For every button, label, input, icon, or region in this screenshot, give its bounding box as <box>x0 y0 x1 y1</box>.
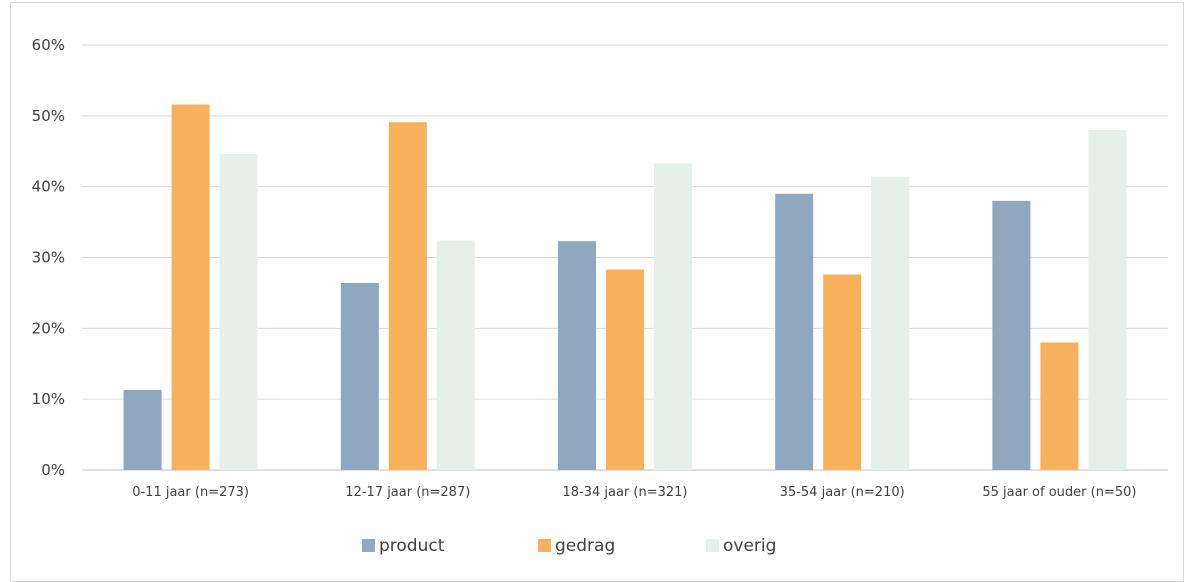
legend-item-gedrag: gedrag <box>538 536 615 556</box>
bar-overig <box>436 240 475 470</box>
x-tick-label: 12-17 jaar (n=287) <box>345 485 470 500</box>
legend-swatch <box>706 539 719 552</box>
bar-product <box>558 241 596 470</box>
y-tick-label: 30% <box>32 249 65 267</box>
legend-item-product: product <box>362 536 445 556</box>
x-tick-label: 35-54 jaar (n=210) <box>780 485 905 500</box>
y-tick-label: 50% <box>32 107 65 125</box>
bar-overig <box>1088 130 1127 470</box>
bar-gedrag <box>388 122 427 470</box>
bar-chart: 0% 10% 20% 30% 40% 50% 60% 0-11 jaar (n=273) 12… <box>32 36 1168 556</box>
bar-gedrag <box>171 104 210 470</box>
y-tick-label: 20% <box>32 319 65 337</box>
x-tick-label: 55 jaar of ouder (n=50) <box>982 485 1136 500</box>
bar-gedrag <box>823 274 862 470</box>
y-axis: 0% 10% 20% 30% 40% 50% 60% <box>32 36 65 479</box>
legend-item-overig: overig <box>706 536 776 556</box>
legend-swatch <box>538 539 551 552</box>
legend-label: overig <box>723 536 776 556</box>
bars <box>123 104 1127 471</box>
bar-product <box>123 389 162 470</box>
bar-product <box>340 283 379 470</box>
x-tick-label: 18-34 jaar (n=321) <box>562 485 687 500</box>
gridlines <box>82 44 1168 471</box>
legend-swatch <box>362 539 375 552</box>
bar-product <box>775 193 814 470</box>
bar-overig <box>219 154 258 471</box>
x-tick-label: 0-11 jaar (n=273) <box>132 485 249 500</box>
y-tick-label: 40% <box>32 178 65 196</box>
bar-overig <box>654 163 692 470</box>
y-tick-label: 60% <box>32 36 65 54</box>
x-axis: 0-11 jaar (n=273) 12-17 jaar (n=287) 18-34… <box>132 485 1136 500</box>
legend-label: product <box>379 536 445 556</box>
bar-gedrag <box>1040 342 1079 470</box>
bar-product <box>992 200 1031 471</box>
y-tick-label: 0% <box>41 461 65 479</box>
legend-label: gedrag <box>555 536 615 556</box>
y-tick-label: 10% <box>32 390 65 408</box>
bar-gedrag <box>606 269 644 470</box>
legend: product gedrag overig <box>362 536 776 556</box>
bar-overig <box>871 176 910 470</box>
